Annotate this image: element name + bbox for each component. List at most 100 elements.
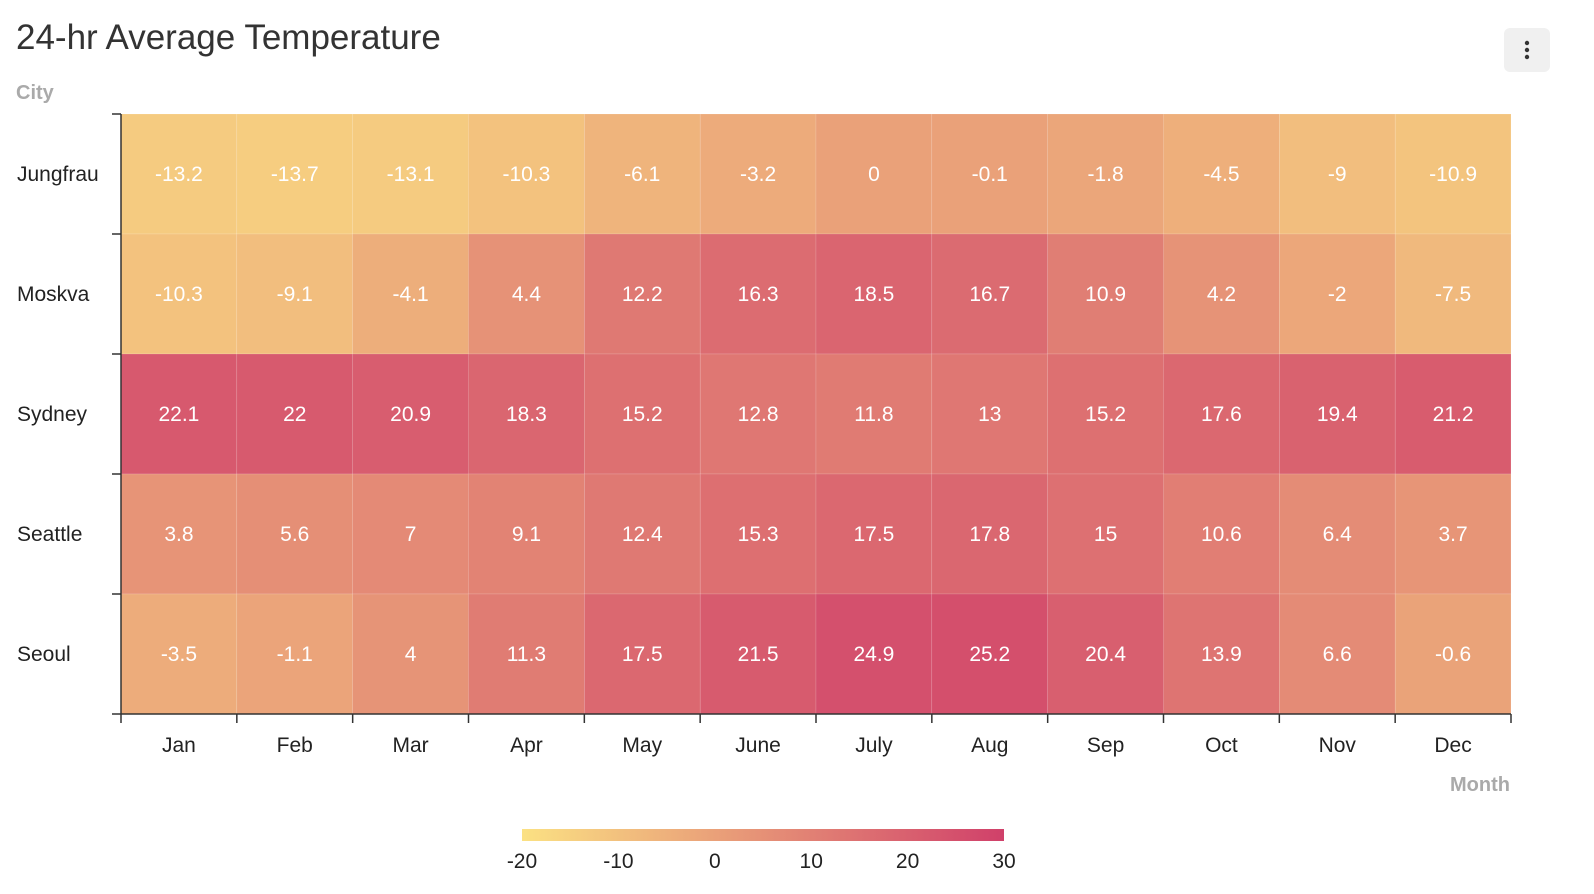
heatmap-cell	[584, 593, 701, 715]
heatmap-cell	[1163, 593, 1280, 715]
cell-value-label: 24.9	[853, 643, 894, 666]
cell-value-label: 4.2	[1207, 283, 1236, 306]
heatmap-cell	[815, 353, 933, 475]
heatmap-cell	[1394, 593, 1512, 715]
heatmap-cell	[236, 353, 353, 475]
cell-value-label: -1.8	[1087, 163, 1123, 186]
cell-value-label: 20.4	[1085, 643, 1126, 666]
cell-value-label: 16.7	[969, 283, 1010, 306]
heatmap-cell	[699, 473, 817, 595]
cell-value-label: -9	[1328, 163, 1347, 186]
legend-tick-label: 10	[800, 850, 823, 873]
cell-value-label: 15	[1094, 523, 1117, 546]
heatmap-cell	[468, 353, 585, 475]
cell-value-label: 13	[978, 403, 1001, 426]
x-axis-title: Month	[1450, 774, 1510, 796]
x-tick-label: Sep	[1087, 734, 1124, 757]
cell-value-label: 11.3	[507, 643, 546, 666]
heatmap-cell	[1047, 353, 1164, 475]
heatmap-cell	[931, 353, 1048, 475]
cell-value-label: -13.1	[387, 163, 435, 186]
x-tick-label: June	[735, 734, 781, 757]
cell-value-label: 3.8	[164, 523, 193, 546]
cell-value-label: 22	[283, 403, 306, 426]
cell-value-label: 12.2	[622, 283, 663, 306]
cell-value-label: 21.2	[1433, 403, 1474, 426]
cell-value-label: 10.9	[1085, 283, 1126, 306]
heatmap-cell	[1163, 233, 1280, 355]
heatmap-cell	[931, 473, 1048, 595]
x-tick-label: Aug	[971, 734, 1008, 757]
chart-menu-button[interactable]	[1504, 28, 1550, 72]
heatmap-cell	[815, 113, 933, 235]
cell-value-label: -10.9	[1429, 163, 1477, 186]
y-tick-label: Moskva	[17, 283, 90, 306]
color-legend: -20 -10 0 10 20 30	[507, 829, 1016, 873]
heatmap-cell	[352, 113, 469, 235]
cell-value-label: 19.4	[1317, 403, 1358, 426]
legend-tick-label: 0	[709, 850, 721, 873]
cell-value-label: 4.4	[512, 283, 542, 306]
x-tick-label: Apr	[510, 734, 543, 757]
cell-value-label: 17.5	[853, 523, 894, 546]
heatmap-cell	[1163, 353, 1280, 475]
heatmap-cell	[815, 233, 933, 355]
x-tick-label: May	[622, 734, 662, 757]
color-legend-bar	[522, 829, 1004, 841]
heatmap-cell	[352, 473, 469, 595]
heatmap-cell	[699, 233, 817, 355]
y-tick-label: Seoul	[17, 643, 71, 666]
cell-value-label: 15.2	[1085, 403, 1126, 426]
cell-value-label: 7	[405, 523, 417, 546]
cell-value-label: -2	[1328, 283, 1347, 306]
cell-value-label: -6.1	[624, 163, 660, 186]
cell-value-label: 21.5	[738, 643, 779, 666]
y-axis-title: City	[16, 82, 55, 104]
heatmap-cell	[815, 473, 933, 595]
heatmap-cell	[120, 593, 238, 715]
heatmap-cell	[1047, 473, 1164, 595]
heatmap-cell	[120, 233, 238, 355]
chart-title: 24-hr Average Temperature	[16, 18, 441, 57]
heatmap-cell	[236, 473, 353, 595]
heatmap-cell	[815, 593, 933, 715]
x-tick-label: Jan	[162, 734, 196, 757]
cell-value-label: 4	[405, 643, 417, 666]
heatmap-cell	[1279, 353, 1396, 475]
cell-value-label: 5.6	[280, 523, 309, 546]
cell-value-label: 16.3	[738, 283, 779, 306]
x-tick-label: July	[855, 734, 893, 757]
cell-value-label: 3.7	[1438, 523, 1467, 546]
heatmap-cell	[1047, 113, 1164, 235]
cell-value-label: -7.5	[1435, 283, 1471, 306]
heatmap-cell	[352, 233, 469, 355]
cell-value-label: -9.1	[277, 283, 313, 306]
legend-tick-label: 30	[992, 850, 1015, 873]
heatmap-cell	[699, 113, 817, 235]
cell-value-label: 20.9	[390, 403, 431, 426]
cell-value-label: 17.8	[969, 523, 1010, 546]
cell-value-label: -10.3	[155, 283, 203, 306]
heatmap-cell	[1163, 113, 1280, 235]
cell-value-label: 6.6	[1323, 643, 1352, 666]
cell-value-label: -3.2	[740, 163, 776, 186]
cell-value-label: 11.8	[854, 403, 893, 426]
heatmap-cell	[584, 113, 701, 235]
heatmap-cell	[1047, 593, 1164, 715]
cell-value-label: 18.3	[506, 403, 547, 426]
heatmap-cell	[1394, 233, 1512, 355]
x-tick-label: Oct	[1205, 734, 1238, 757]
cell-value-label: 22.1	[158, 403, 199, 426]
heatmap-cell	[120, 473, 238, 595]
heatmap-cell	[1279, 473, 1396, 595]
legend-tick-label: 20	[896, 850, 919, 873]
cell-value-label: -13.7	[271, 163, 319, 186]
y-tick-label: Sydney	[17, 403, 88, 426]
heatmap-cell	[352, 353, 469, 475]
heatmap-cell	[584, 233, 701, 355]
heatmap-cell	[468, 473, 585, 595]
heatmap-cell	[1394, 113, 1512, 235]
cell-value-label: -1.1	[277, 643, 313, 666]
heatmap-cell	[1047, 233, 1164, 355]
